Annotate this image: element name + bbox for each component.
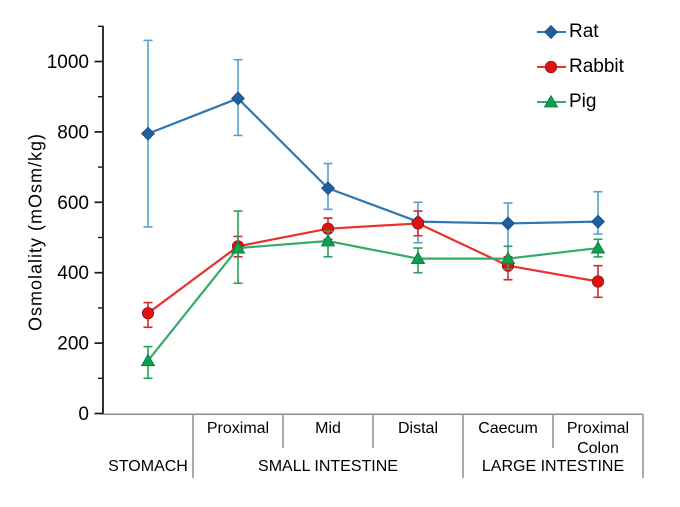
x-axis-group-label: STOMACH	[108, 458, 188, 475]
x-axis-sublabel: Mid	[315, 420, 341, 437]
data-point-pig	[320, 233, 336, 247]
data-point-rat	[501, 216, 515, 231]
rabbit-series-marker-icon	[537, 60, 566, 73]
data-point-pig	[140, 353, 156, 367]
legend-marker-shape	[543, 94, 559, 107]
y-axis-tick-label: 0	[78, 404, 89, 425]
legend-label-rabbit: Rabbit	[569, 55, 624, 77]
x-axis-group-label: SMALL INTESTINE	[258, 458, 398, 475]
series-rat	[141, 39, 605, 248]
legend: Rat Rabbit Pig	[536, 14, 624, 119]
data-point-rabbit	[141, 307, 155, 320]
legend-marker-shape	[544, 24, 558, 39]
legend-label-rat: Rat	[569, 20, 599, 42]
y-axis-tick-label: 400	[57, 263, 89, 284]
data-point-pig	[500, 251, 516, 265]
data-point-rat	[591, 214, 605, 229]
series-rabbit	[141, 210, 605, 329]
y-axis-tick-label: 1000	[47, 52, 89, 73]
rat-series-marker-icon	[537, 24, 566, 39]
x-axis-group-label: LARGE INTESTINE	[482, 458, 624, 475]
y-axis-tick-label: 200	[57, 334, 89, 355]
data-point-pig	[410, 251, 426, 265]
y-axis-tick-label: 600	[57, 193, 89, 214]
legend-item-rat: Rat	[536, 14, 624, 49]
data-point-rabbit	[591, 275, 605, 288]
data-point-pig	[590, 240, 606, 254]
pig-series-marker-icon	[537, 94, 566, 107]
legend-label-pig: Pig	[569, 90, 597, 112]
y-axis-tick-label: 800	[57, 122, 89, 143]
data-point-rat	[231, 91, 245, 106]
series-line-rabbit	[146, 222, 600, 315]
series-line-rat	[146, 97, 600, 225]
legend-item-rabbit: Rabbit	[536, 49, 624, 84]
legend-marker-shape	[544, 60, 558, 73]
x-axis-sublabel: Proximal	[207, 420, 269, 437]
data-point-rat	[141, 126, 155, 141]
legend-item-pig: Pig	[536, 84, 624, 119]
data-point-rat	[321, 181, 335, 196]
y-axis-title: Osmolality (mOsm/kg)	[25, 132, 46, 332]
series-pig	[140, 210, 606, 380]
x-axis-sublabel-line2: Colon	[577, 440, 619, 457]
data-point-rabbit	[411, 217, 425, 230]
x-axis-sublabel: Proximal	[567, 420, 629, 437]
data-point-pig	[230, 240, 246, 254]
series-line-pig	[146, 239, 600, 362]
x-axis-sublabel: Distal	[398, 420, 438, 437]
x-axis-sublabel: Caecum	[478, 420, 538, 437]
